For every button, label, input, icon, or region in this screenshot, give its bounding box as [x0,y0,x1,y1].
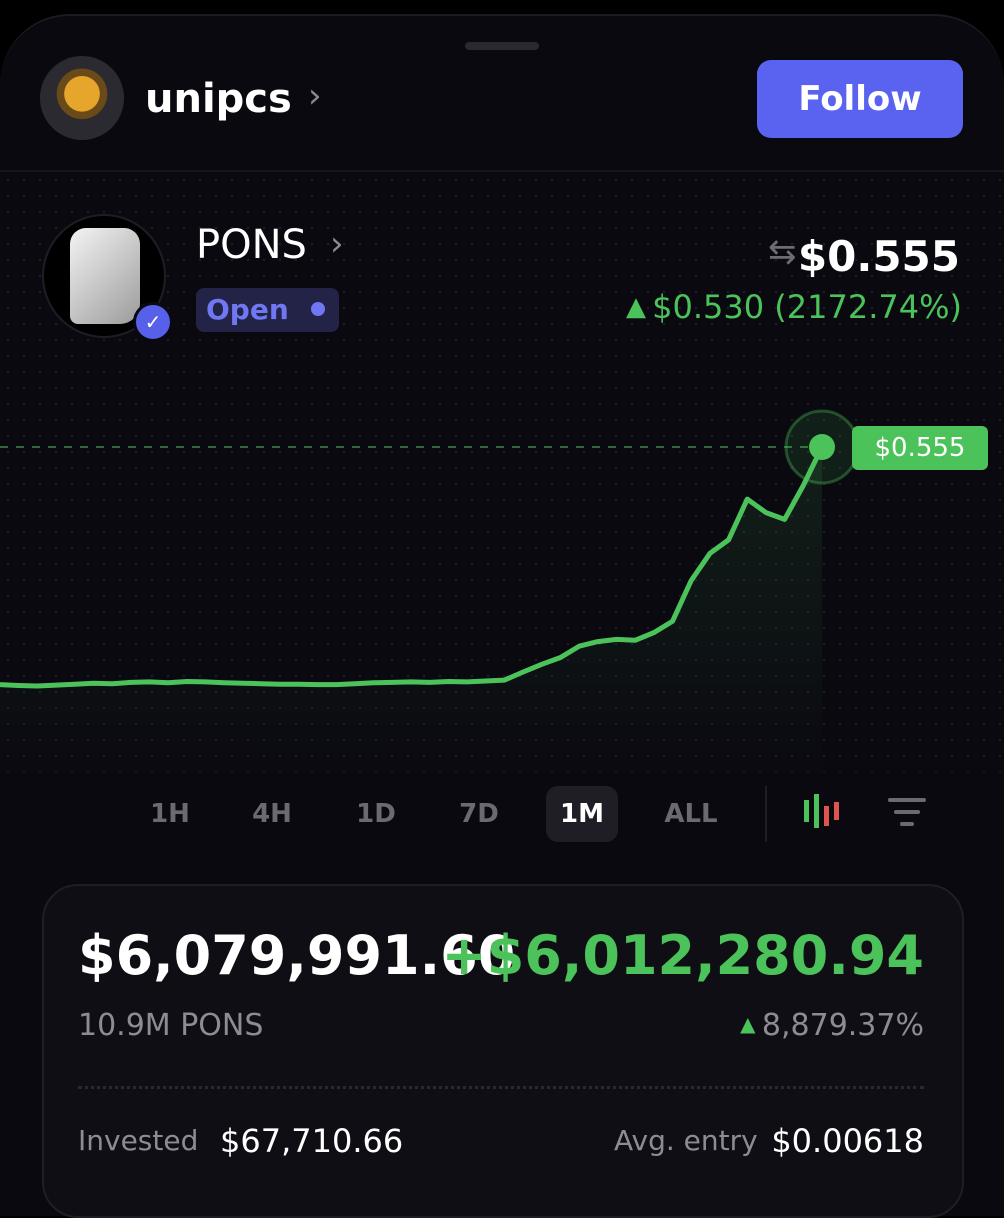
price-change: $0.530 (2172.74%) [652,288,962,326]
divider [765,786,767,842]
divider [0,170,1004,172]
timeframe-button[interactable]: 4H [252,799,292,829]
position-card [42,884,964,1218]
timeframe-button[interactable]: 1M [546,786,618,842]
chevron: › [330,224,344,264]
last-point [809,434,835,460]
price-tag: $0.555 [852,426,988,470]
icon-bar [814,794,819,828]
token-price: $0.555 [797,232,960,281]
status-pill: Open [196,288,339,332]
price-line [0,445,825,689]
icon-line [894,810,920,814]
up-arrow: ▲ [740,1012,762,1036]
candle-toggle[interactable] [800,792,844,832]
icon-bar [804,800,809,822]
token-symbol[interactable]: PONS [196,222,307,268]
timeframe-button[interactable]: 7D [459,799,499,829]
follow-button[interactable]: Follow [757,60,963,138]
divider [78,1086,924,1089]
invested-value: $67,710.66 [220,1122,404,1160]
swap-icon[interactable]: ⇆ [768,232,797,272]
chevron: › [308,76,322,116]
token-icon[interactable] [42,214,166,338]
token-logo [70,228,140,324]
icon-bar [824,806,829,826]
icon-bar [834,802,839,820]
icon-line [888,798,926,802]
avg-entry-value: $0.00618 [771,1122,924,1160]
avg-entry-label: Avg. entry [614,1124,758,1157]
timeframe-button[interactable]: 1H [150,799,190,829]
profit-percent: ▲ 8,879.37% [740,1008,924,1043]
position-profit: +$6,012,280.94 [441,924,924,987]
chart-background [0,172,1004,772]
username[interactable]: unipcs [145,76,292,122]
timeframe-button[interactable]: 1D [356,799,396,829]
timeframe-button[interactable]: ALL [664,799,718,829]
user-avatar[interactable] [40,56,124,140]
verified-badge: ✓ [133,302,173,342]
area-fill [0,447,822,780]
up-arrow: ▲ [626,292,646,322]
filter-button[interactable] [886,794,928,830]
icon-line [900,822,914,826]
position-amount: 10.9M PONS [78,1008,264,1043]
profit-percent-value: 8,879.37% [761,1008,924,1043]
invested-label: Invested [78,1124,199,1157]
drag-handle[interactable] [465,42,539,50]
position-value: $6,079,991.60 [78,924,516,987]
